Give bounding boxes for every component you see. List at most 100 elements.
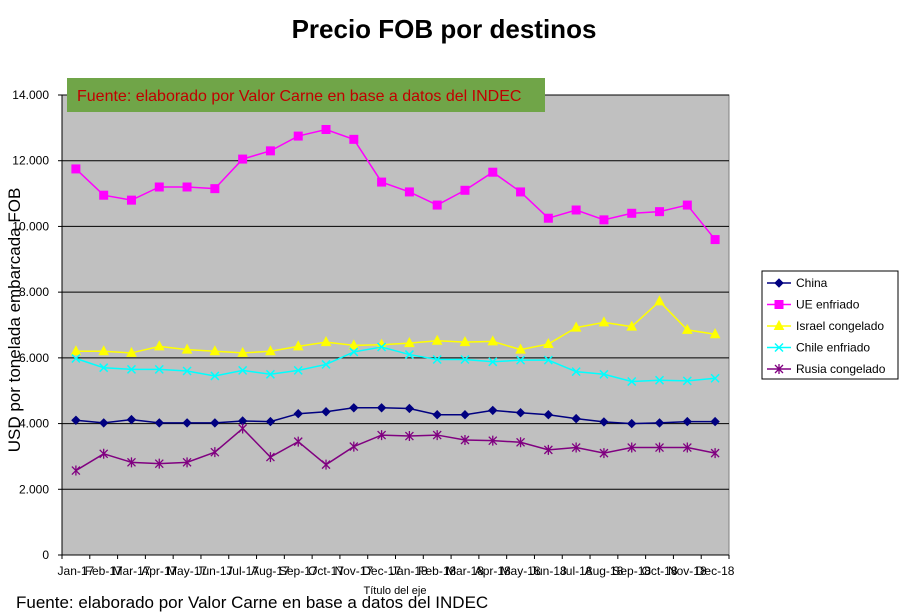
data-point (154, 364, 164, 374)
x-tick-label: Mar-17 (112, 564, 150, 578)
data-point (404, 350, 414, 360)
data-point (98, 418, 109, 428)
data-point (543, 355, 553, 365)
data-point (181, 343, 193, 354)
legend-item: Rusia congelado (767, 362, 886, 376)
series-israel-congelado (70, 295, 721, 357)
data-point (488, 435, 498, 446)
series-line (75, 128, 716, 241)
legend-label: China (796, 276, 828, 290)
data-point (182, 418, 192, 428)
plot-area (61, 94, 730, 556)
x-tick-label: Jan-18 (391, 564, 428, 578)
data-point (488, 405, 498, 416)
data-point (598, 316, 610, 327)
data-point (321, 125, 331, 134)
data-point (349, 403, 359, 413)
data-point (209, 345, 221, 356)
data-point (543, 337, 554, 349)
data-point (655, 207, 665, 217)
x-tick-label: May-18 (501, 564, 541, 578)
x-tick-label: Aug-18 (585, 564, 624, 578)
data-point (654, 375, 665, 385)
data-point (571, 205, 581, 215)
data-point (488, 167, 498, 177)
legend-marker (773, 319, 785, 330)
y-tick-label: 0 (42, 548, 49, 562)
x-tick-label: Jul-18 (560, 564, 593, 578)
x-tick-label: Nov-17 (334, 564, 373, 578)
data-point (126, 414, 137, 425)
y-axis-ticks: 0 2.000 4.000 6.000 8.000 10.000 12.000 14.000 (12, 88, 62, 562)
x-tick-label: Sep-17 (279, 564, 318, 578)
data-point (654, 418, 665, 428)
data-point (710, 373, 720, 383)
y-axis-label: USD por tonelada embarcada FOB (5, 188, 24, 453)
data-point (459, 336, 471, 347)
data-point (348, 339, 360, 350)
series-ue-enfriado (71, 125, 720, 245)
data-point (265, 369, 275, 379)
data-point (349, 441, 359, 452)
data-point (265, 345, 276, 356)
x-tick-label: Jun-18 (530, 564, 567, 578)
y-tick-label: 10.000 (12, 219, 49, 233)
data-point (515, 343, 526, 354)
data-point (293, 409, 303, 419)
data-point (265, 146, 275, 156)
data-point (126, 195, 136, 205)
data-point (460, 185, 470, 195)
annotation-text: Fuente: elaborado por Valor Carne en bas… (77, 88, 521, 105)
data-point (320, 336, 332, 347)
y-tick-label: 4.000 (19, 417, 49, 431)
data-point (238, 154, 248, 164)
y-tick-label: 12.000 (12, 154, 49, 168)
data-point (515, 408, 526, 418)
data-point (99, 190, 109, 200)
data-point (543, 444, 553, 455)
data-point (432, 430, 442, 441)
data-point (99, 448, 109, 459)
data-point (682, 200, 692, 210)
data-point (516, 355, 526, 365)
data-point (682, 442, 692, 453)
y-tick-label: 6.000 (19, 351, 49, 365)
data-point (237, 346, 248, 357)
data-point (349, 134, 359, 144)
x-tick-label: Oct-18 (642, 564, 678, 578)
data-point (460, 435, 470, 445)
data-point (599, 448, 609, 459)
x-tick-label: Sep-18 (612, 564, 651, 578)
legend-item: Israel congelado (767, 319, 884, 333)
data-point (321, 459, 331, 470)
data-point (71, 353, 81, 364)
data-point (182, 366, 192, 376)
legend-item: UE enfriado (767, 298, 860, 312)
x-tick-label: Apr-18 (475, 564, 511, 578)
data-point (404, 187, 414, 197)
annotation-banner-bg (67, 78, 545, 112)
legend-box (761, 270, 899, 380)
data-point (293, 436, 303, 447)
data-point (404, 403, 415, 414)
x-tick-label: Jan-17 (58, 564, 95, 578)
data-point (571, 413, 581, 424)
data-point (627, 208, 637, 218)
data-point (543, 213, 553, 223)
x-tick-label: Oct-17 (308, 564, 344, 578)
legend-label: Rusia congelado (796, 362, 886, 376)
data-point (154, 458, 164, 469)
data-point (98, 345, 110, 356)
data-point (71, 415, 81, 425)
data-point (126, 364, 137, 374)
legend-item: China (767, 276, 828, 290)
data-point (71, 465, 81, 476)
data-point (681, 323, 693, 334)
data-point (349, 347, 359, 357)
data-point (321, 359, 331, 369)
legend-label: UE enfriado (796, 298, 860, 312)
series-layer (70, 125, 721, 476)
x-tick-label: Nov-18 (668, 564, 707, 578)
data-point (627, 376, 637, 387)
